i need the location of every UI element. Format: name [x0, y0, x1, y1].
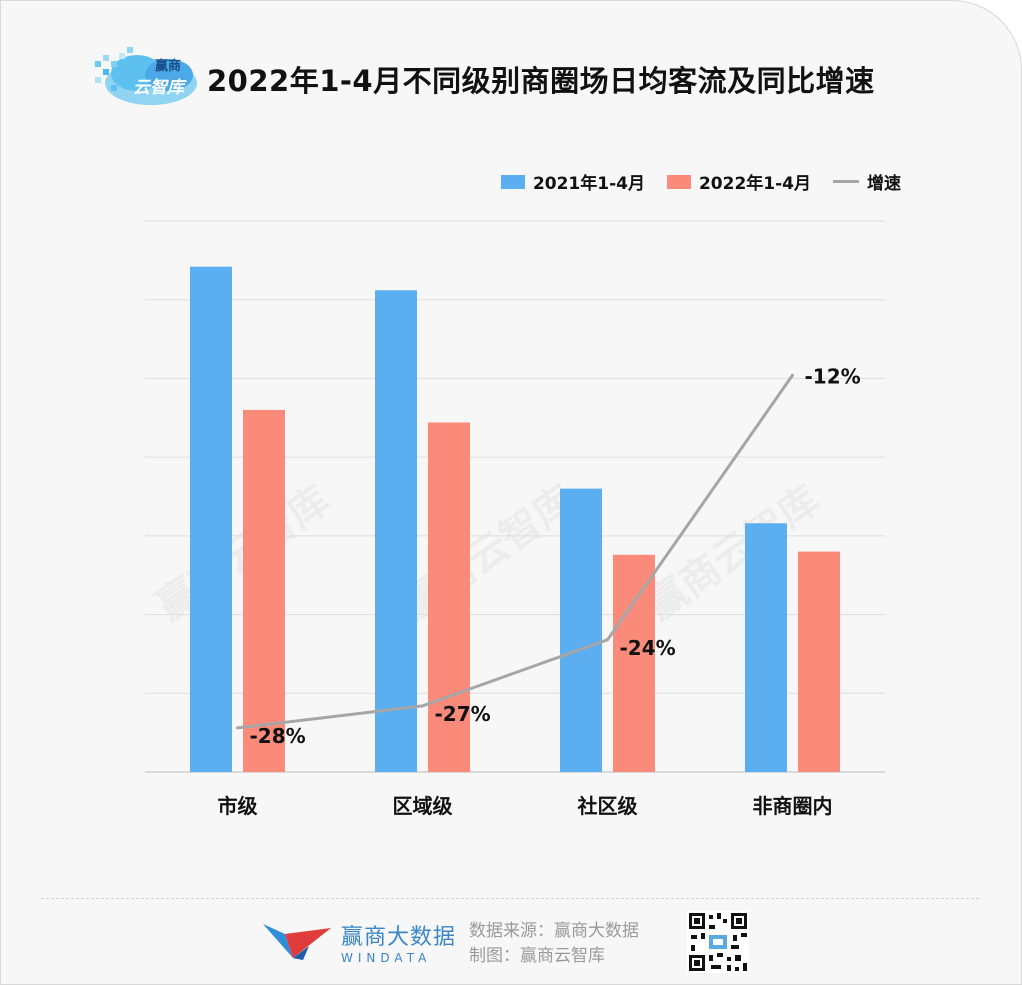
bar-2022-1	[428, 422, 470, 772]
x-tick-label: 市级	[218, 794, 258, 818]
legend-swatch-2021	[500, 174, 525, 189]
x-tick-label: 区域级	[393, 794, 453, 818]
x-tick-label: 非商圈内	[753, 794, 833, 818]
footer-divider	[41, 898, 979, 899]
logo-text-1: 赢商	[155, 59, 182, 74]
brand-name-en: WINDATA	[341, 951, 432, 965]
cloud-logo-icon: 赢商 云智库	[89, 47, 207, 111]
bar-2021-0	[190, 266, 232, 772]
growth-point	[606, 638, 609, 642]
legend-swatch-2022	[666, 174, 691, 189]
source-block: 数据来源：赢商大数据 制图：赢商云智库	[469, 919, 639, 969]
growth-line	[237, 374, 794, 730]
growth-data-label: -12%	[805, 364, 861, 388]
header: 赢商 云智库 2022年1-4月不同级别商圈场日均客流及同比增速	[89, 39, 875, 119]
legend-label-growth: 增速	[867, 174, 901, 194]
legend-item-growth: 增速	[833, 169, 901, 194]
legend-label-2022: 2022年1-4月	[698, 174, 811, 194]
legend-item-2021: 2021年1-4月	[500, 169, 645, 194]
bar-2022-0	[243, 409, 285, 772]
brand: 赢商大数据 WINDATA	[263, 919, 456, 965]
legend-item-2022: 2022年1-4月	[666, 169, 811, 194]
brand-name-cn: 赢商大数据	[341, 925, 457, 950]
growth-point	[791, 373, 794, 377]
bar-2022-2	[613, 554, 655, 772]
bar-2022-3	[798, 551, 840, 772]
growth-point	[421, 704, 424, 708]
x-tick-label: 社区级	[577, 794, 638, 818]
bar-2021-2	[560, 488, 602, 772]
legend-line-growth	[833, 180, 859, 183]
chart-title: 2022年1-4月不同级别商圈场日均客流及同比增速	[207, 64, 875, 98]
logo-text-2: 云智库	[133, 78, 184, 98]
growth-data-label: -27%	[435, 702, 491, 726]
bar-2021-1	[375, 290, 417, 772]
legend-label-2021: 2021年1-4月	[532, 174, 645, 194]
legend: 2021年1-4月 2022年1-4月 增速	[479, 169, 901, 194]
bar-2021-3	[745, 523, 787, 772]
growth-point	[236, 726, 239, 730]
windata-logo-icon	[263, 924, 331, 960]
growth-data-label: -24%	[620, 636, 676, 660]
qr-code-icon	[687, 911, 749, 973]
made-by: 制图：赢商云智库	[469, 946, 605, 966]
growth-data-label: -28%	[250, 724, 306, 748]
data-source: 数据来源：赢商大数据	[469, 921, 639, 941]
